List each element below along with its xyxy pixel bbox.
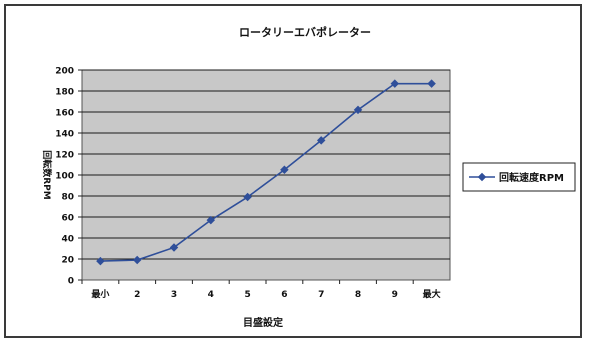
x-tick-label: 7 [318, 290, 324, 300]
x-tick-label: 2 [134, 290, 140, 300]
data-point [280, 165, 289, 174]
data-point [390, 79, 400, 88]
y-tick-label: 140 [55, 130, 74, 140]
data-point [353, 105, 363, 115]
y-tick-label: 200 [55, 67, 74, 77]
x-axis-ticks: 最小 2 3 4 5 6 7 8 9 最大 [81, 280, 441, 300]
data-point [316, 136, 326, 145]
x-axis-label: 目盛設定 [243, 316, 283, 329]
legend-label: 回転速度RPM [499, 171, 564, 184]
x-tick-label: 5 [244, 290, 250, 300]
y-tick-label: 60 [61, 214, 74, 224]
x-tick-label: 8 [355, 290, 361, 300]
y-tick-label: 180 [55, 88, 74, 98]
y-tick-label: 40 [61, 235, 74, 245]
x-tick-label: 最小 [91, 288, 109, 300]
x-tick-label: 最大 [423, 288, 441, 300]
x-tick-label: 3 [171, 290, 177, 300]
data-point [96, 256, 105, 266]
series-line [100, 82, 432, 262]
y-tick-label: 100 [55, 172, 74, 182]
y-tick-label: 160 [55, 109, 74, 119]
data-point [427, 79, 436, 88]
x-tick-label: 9 [392, 290, 398, 300]
y-tick-label: 0 [68, 277, 74, 287]
y-tick-label: 120 [55, 151, 74, 161]
chart-title: ロータリーエバポレーター [239, 25, 371, 39]
y-axis-ticks: 0 20 40 60 80 100 120 140 160 180 200 [55, 67, 82, 287]
y-tick-label: 20 [61, 256, 74, 266]
series-group [96, 79, 436, 266]
data-point [243, 192, 252, 202]
x-tick-label: 6 [281, 290, 287, 300]
gridlines [82, 69, 450, 260]
legend-marker [477, 172, 487, 182]
data-point [169, 243, 179, 252]
data-point [206, 215, 216, 225]
y-axis-label: 回転数RPM [41, 150, 53, 200]
y-tick-label: 80 [61, 193, 74, 203]
legend: 回転速度RPM [462, 162, 576, 192]
x-tick-label: 4 [208, 290, 214, 300]
data-point [132, 255, 142, 265]
